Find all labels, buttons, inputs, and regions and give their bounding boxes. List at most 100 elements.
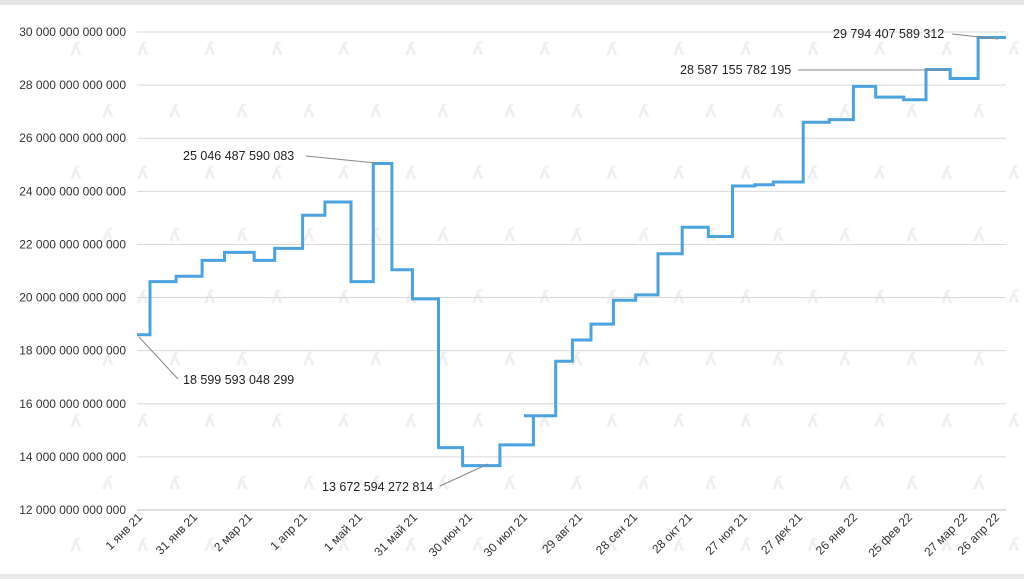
watermark-logo: ʎ [137,39,149,60]
watermark-logo: ʎ [370,473,382,494]
watermark-logo: ʎ [740,535,752,556]
watermark-logo: ʎ [204,535,216,556]
x-tick-label: 25 фев 22 [865,510,915,560]
watermark-logo: ʎ [137,411,149,432]
watermark-logo: ʎ [338,39,350,60]
watermark-logo: ʎ [370,349,382,370]
watermark-logo: ʎ [705,473,717,494]
watermark-logo: ʎ [740,39,752,60]
watermark-logo: ʎ [705,101,717,122]
y-tick-label: 22 000 000 000 000 [19,237,126,251]
x-tick-label: 26 янв 22 [813,510,861,558]
y-tick-label: 12 000 000 000 000 [19,503,126,517]
y-tick-label: 26 000 000 000 000 [19,131,126,145]
x-tick-label: 27 дек 21 [758,510,805,557]
watermark-logo: ʎ [673,535,685,556]
annotation-label: 25 046 487 590 083 [183,149,294,163]
watermark-logo: ʎ [204,39,216,60]
watermark-logo: ʎ [638,225,650,246]
watermark-logo: ʎ [70,411,82,432]
watermark-logo: ʎ [405,411,417,432]
watermark-logo: ʎ [772,101,784,122]
watermark-logo: ʎ [1008,411,1020,432]
x-tick-label: 31 янв 21 [153,510,201,558]
watermark-logo: ʎ [973,101,985,122]
watermark-logo: ʎ [236,101,248,122]
watermark-logo: ʎ [606,535,618,556]
watermark-logo: ʎ [973,349,985,370]
y-tick-label: 24 000 000 000 000 [19,184,126,198]
watermark-logo: ʎ [839,349,851,370]
watermark-logo: ʎ [137,163,149,184]
watermark-logo: ʎ [137,535,149,556]
watermark-logo: ʎ [370,101,382,122]
watermark-logo: ʎ [504,349,516,370]
watermark-logo: ʎ [807,39,819,60]
watermark-logo: ʎ [941,535,953,556]
watermark-logo: ʎ [638,473,650,494]
watermark-logo: ʎ [169,101,181,122]
x-tick-label: 1 апр 21 [267,510,310,553]
watermark-logo: ʎ [772,225,784,246]
watermark-logo: ʎ [673,163,685,184]
watermark-logo: ʎ [839,225,851,246]
chart: ʎ ʎ ʎ ʎ ʎ ʎ ʎ ʎ ʎ ʎ ʎ ʎ ʎ ʎ ʎ ʎ ʎ ʎ ʎ ʎ ʎ ʎ ʎ ʎ ʎ ʎ ʎ ʎ ʎ ʎ ʎ ʎ ʎ ʎ ʎ ʎ ʎ ʎ ʎ ʎ… [19,25,1020,560]
watermark-logo: ʎ [807,535,819,556]
watermark-logo: ʎ [504,101,516,122]
watermark-logo: ʎ [740,411,752,432]
watermark-logo: ʎ [772,349,784,370]
watermark-logo: ʎ [807,163,819,184]
watermark-logo: ʎ [303,349,315,370]
watermark-logo: ʎ [539,411,551,432]
x-tick-label: 29 авг 21 [539,510,585,556]
watermark-logo: ʎ [906,101,918,122]
watermark-logo: ʎ [338,411,350,432]
watermark-logo: ʎ [941,39,953,60]
watermark-logo: ʎ [906,473,918,494]
watermark-logo: ʎ [606,163,618,184]
watermark-logo: ʎ [338,163,350,184]
watermark-logo: ʎ [571,473,583,494]
watermark-logo: ʎ [102,349,114,370]
watermark-logo: ʎ [102,473,114,494]
watermark-logo: ʎ [539,39,551,60]
watermark-logo: ʎ [638,349,650,370]
watermark-logo: ʎ [1008,535,1020,556]
y-tick-label: 20 000 000 000 000 [19,291,126,305]
watermark-logo: ʎ [874,39,886,60]
annotations-layer: 18 599 593 048 299 25 046 487 590 083 13 6… [138,27,999,494]
watermark-logo: ʎ [70,163,82,184]
y-tick-label: 30 000 000 000 000 [19,25,126,39]
watermark-logo: ʎ [271,39,283,60]
y-tick-label: 28 000 000 000 000 [19,78,126,92]
watermark-logo: ʎ [539,535,551,556]
annotation-leader [439,463,489,487]
watermark-logo: ʎ [204,411,216,432]
annotation-leader [138,336,179,380]
watermark-logo: ʎ [1008,163,1020,184]
watermark-logo: ʎ [102,225,114,246]
watermark-logo: ʎ [906,225,918,246]
watermark-logo: ʎ [941,411,953,432]
watermark-logo: ʎ [472,411,484,432]
watermark-logo: ʎ [271,535,283,556]
x-tick-label: 30 июн 21 [426,510,476,560]
series-layer [137,36,1006,468]
watermark-logo: ʎ [169,349,181,370]
watermark-logo: ʎ [472,39,484,60]
y-axis: 12 000 000 000 000 14 000 000 000 000 16 0… [19,25,126,517]
watermark-logo: ʎ [606,39,618,60]
watermark-logo: ʎ [571,349,583,370]
watermark-logo: ʎ [941,163,953,184]
watermark-logo: ʎ [169,225,181,246]
watermark-logo: ʎ [338,535,350,556]
watermark-logo: ʎ [1008,39,1020,60]
annotation-leader [305,155,377,164]
watermark-logo: ʎ [303,225,315,246]
watermark-logo: ʎ [673,411,685,432]
watermark-logo: ʎ [571,101,583,122]
annotation-label: 18 599 593 048 299 [183,373,294,387]
watermark-logo: ʎ [405,39,417,60]
watermark-logo: ʎ [906,349,918,370]
